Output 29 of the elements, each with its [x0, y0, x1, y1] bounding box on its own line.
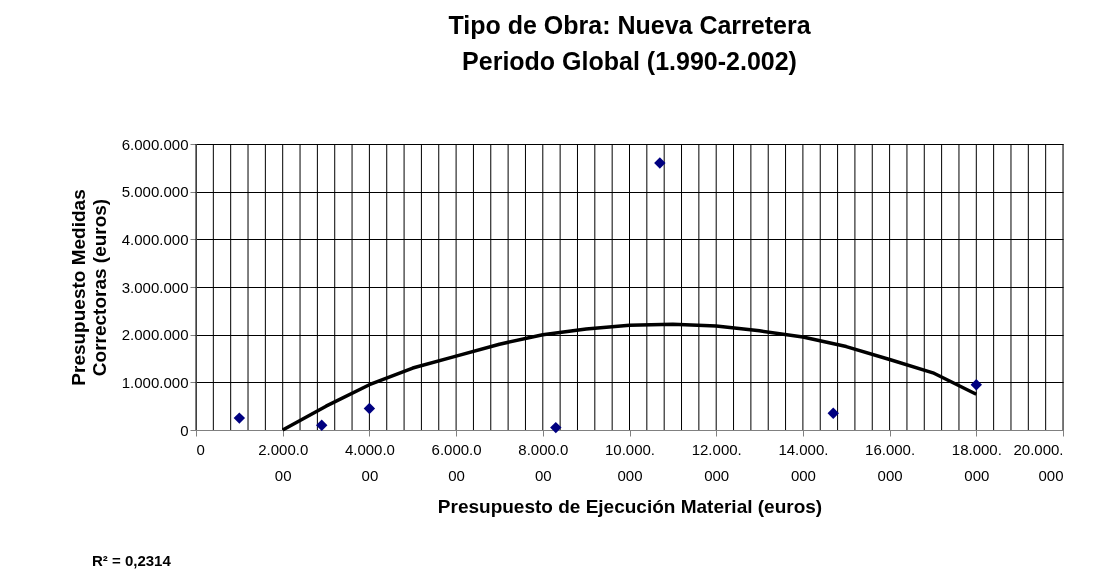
y-tick-label: 3.000.000	[121, 278, 189, 296]
chart-title: Tipo de Obra: Nueva Carretera Periodo Global (1.990-2.002)	[448, 11, 812, 75]
x-tick-label: 8.000.000	[518, 440, 569, 484]
x-tick-label: 18.000.000	[951, 440, 1002, 484]
x-tick-label: 2.000.000	[258, 440, 309, 484]
y-tick-label: 0	[180, 421, 189, 439]
y-tick-label: 2.000.000	[121, 326, 189, 344]
point	[550, 421, 562, 434]
x-tick-label: 14.000.000	[778, 440, 829, 484]
x-tick-label: 20.000.000	[1013, 440, 1064, 484]
point	[654, 157, 666, 169]
x-axis-title: Presupuesto de Ejecución Material (euros)	[437, 495, 823, 517]
x-tick-label: 0	[196, 440, 205, 458]
y-tick-label: 4.000.000	[121, 230, 189, 248]
y-tick-label: 1.000.000	[121, 373, 189, 391]
y-tick-label: 5.000.000	[121, 183, 189, 201]
x-tick-label: 4.000.000	[344, 440, 395, 484]
point	[233, 412, 246, 424]
point	[970, 379, 982, 391]
y-tick-label: 6.000.000	[121, 135, 189, 153]
x-tick-label: 6.000.000	[431, 440, 482, 484]
point	[827, 407, 839, 420]
x-tick-label: 12.000.000	[691, 440, 742, 484]
point	[363, 402, 376, 415]
point	[316, 419, 328, 431]
x-tick-label: 16.000.000	[865, 440, 916, 484]
y-axis-title: Presupuesto Medidas Correctoras (euros)	[67, 189, 110, 386]
x-tick-label: 10.000.000	[604, 440, 656, 484]
text: R² = 0,2314	[92, 552, 172, 569]
